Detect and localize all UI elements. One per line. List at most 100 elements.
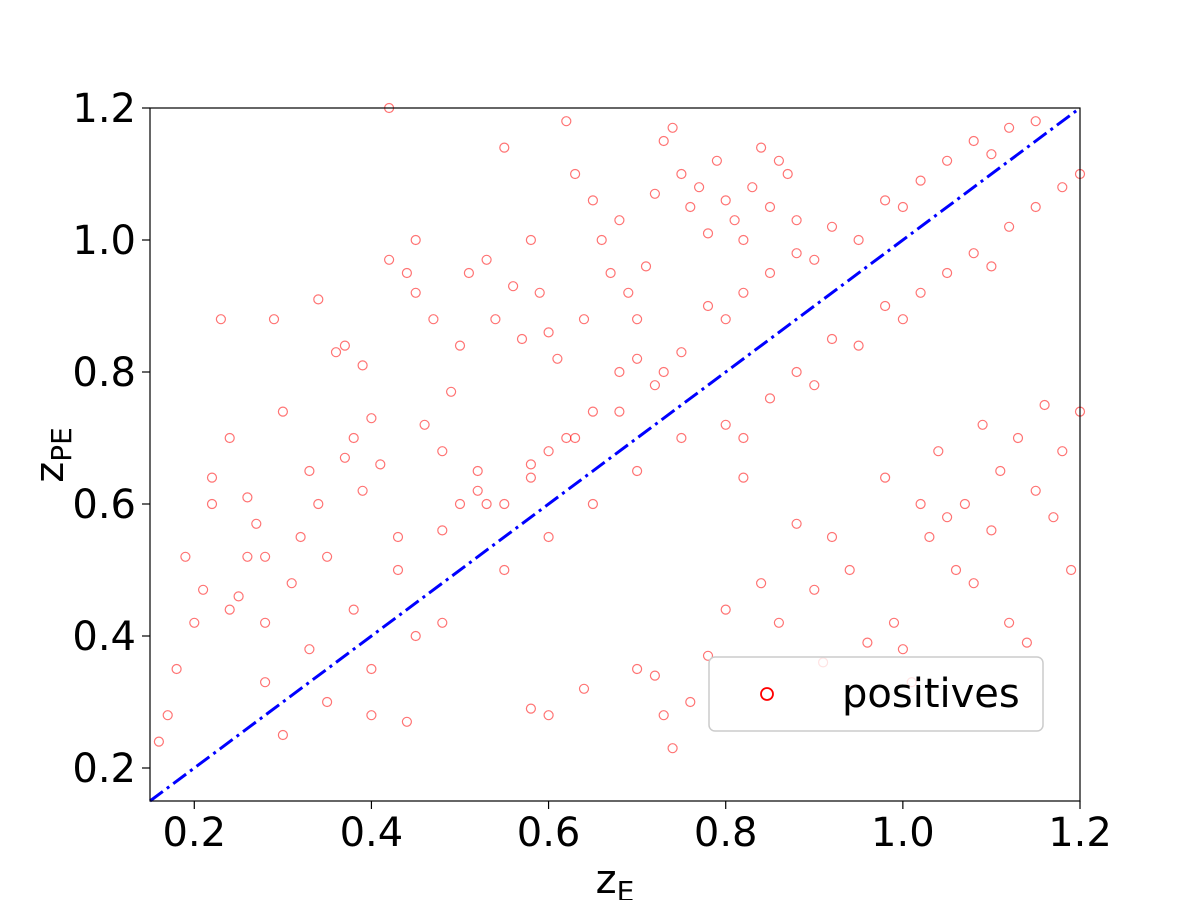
data-point (826, 221, 838, 232)
data-point (454, 498, 466, 510)
data-point (853, 340, 864, 351)
x-axis-label-subscript: E (617, 875, 635, 900)
data-point (773, 155, 785, 166)
data-point (915, 175, 926, 186)
y-tick-label: 0.8 (72, 350, 136, 396)
data-point (614, 406, 625, 417)
data-point (313, 294, 324, 305)
data-point (879, 472, 891, 483)
data-point (685, 696, 696, 708)
data-point (809, 380, 820, 391)
data-point (543, 446, 554, 457)
data-point (552, 353, 563, 364)
data-point (260, 617, 271, 628)
data-point (755, 578, 767, 589)
data-point (525, 703, 537, 714)
data-point (809, 584, 820, 595)
data-point (720, 604, 731, 615)
data-point (410, 287, 421, 298)
plot-frame (149, 107, 1081, 802)
data-point (1003, 221, 1015, 232)
x-tick-label: 0.4 (340, 810, 404, 856)
data-point (791, 215, 802, 226)
y-tick-label: 0.4 (72, 614, 136, 660)
data-point (747, 182, 758, 193)
data-point (561, 432, 572, 444)
data-point (977, 419, 988, 430)
data-point (472, 485, 483, 496)
y-tick-label: 0.2 (72, 746, 136, 792)
data-point (631, 353, 643, 364)
data-point (366, 413, 377, 424)
data-point (623, 287, 634, 298)
data-point (941, 155, 953, 166)
data-point (569, 168, 581, 180)
data-point (561, 116, 572, 127)
data-point (499, 142, 510, 153)
data-point (516, 333, 528, 345)
data-point (1003, 122, 1015, 133)
data-point (322, 551, 333, 562)
data-point (702, 650, 714, 661)
data-point (605, 267, 616, 279)
data-point (153, 736, 164, 747)
data-point (569, 432, 581, 444)
data-point (304, 465, 315, 477)
data-point (658, 710, 669, 721)
data-point (614, 215, 625, 226)
data-point (755, 142, 767, 153)
data-point (968, 135, 979, 147)
data-point (401, 267, 412, 279)
data-point (357, 485, 368, 496)
data-point (995, 465, 1006, 477)
data-point (676, 168, 687, 180)
data-point (1057, 446, 1068, 457)
data-point (631, 663, 643, 675)
x-tick-label: 0.6 (517, 810, 581, 856)
data-point (260, 551, 271, 562)
data-point (1030, 485, 1041, 496)
data-point (189, 617, 200, 628)
data-point (693, 182, 705, 193)
data-point (410, 234, 421, 246)
data-point (1065, 564, 1077, 576)
data-point (587, 498, 599, 510)
data-point (428, 314, 439, 325)
data-point (729, 215, 740, 226)
data-point (525, 472, 537, 483)
data-point (251, 518, 262, 529)
data-point (702, 300, 714, 312)
y-tick-label: 0.6 (72, 482, 136, 528)
data-point (463, 267, 474, 279)
data-point (941, 267, 953, 279)
data-point (667, 743, 678, 754)
data-point (1021, 637, 1033, 648)
data-point (534, 287, 545, 298)
data-point (738, 432, 749, 444)
data-point (968, 578, 979, 589)
data-point (206, 498, 218, 510)
data-point (1003, 617, 1015, 628)
data-point (676, 347, 687, 358)
x-axis-label: zE (596, 857, 635, 900)
data-point (525, 234, 537, 246)
data-point (933, 446, 944, 457)
legend-box (708, 656, 1044, 732)
x-axis-label-main: z (596, 857, 617, 900)
legend-label-positives: positives (842, 671, 1020, 717)
data-point (649, 188, 661, 199)
data-point (304, 644, 315, 655)
data-point (738, 287, 749, 298)
data-point (711, 155, 723, 166)
data-point (649, 670, 661, 681)
data-point (171, 663, 182, 675)
data-point (764, 267, 776, 279)
data-point (888, 617, 900, 628)
data-point (596, 234, 607, 246)
data-point (525, 459, 537, 470)
data-point (419, 419, 430, 430)
data-point (826, 333, 838, 345)
x-tick-label: 0.8 (694, 810, 758, 856)
data-point (702, 228, 714, 239)
